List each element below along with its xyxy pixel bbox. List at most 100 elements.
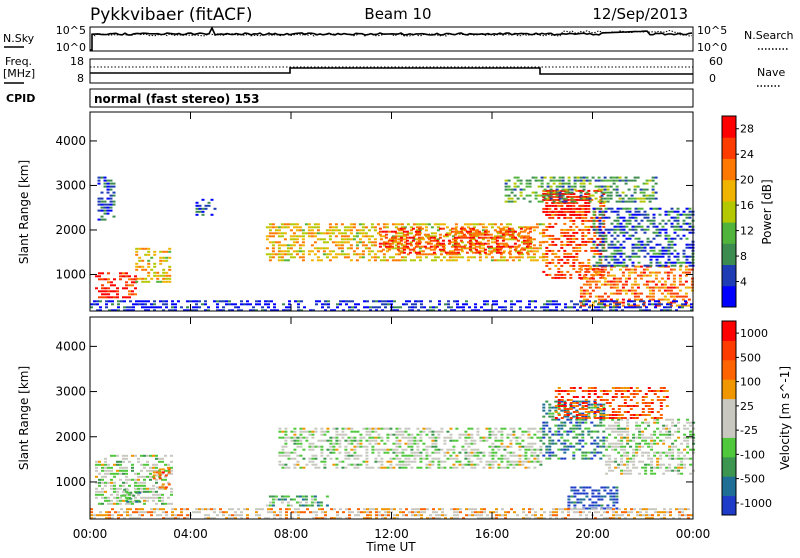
echo-cell	[419, 259, 422, 261]
echo-cell	[659, 250, 662, 252]
echo-cell	[551, 455, 554, 457]
echo-cell	[683, 211, 686, 213]
echo-cell	[541, 186, 544, 188]
echo-cell	[647, 253, 650, 255]
echo-cell	[603, 487, 606, 489]
echo-cell	[111, 303, 114, 305]
echo-cell	[617, 217, 620, 219]
echo-cell	[632, 437, 635, 439]
echo-cell	[394, 237, 397, 239]
echo-cell	[665, 235, 668, 237]
echo-cell	[342, 300, 345, 302]
echo-cell	[425, 223, 428, 225]
echo-cell	[688, 287, 691, 289]
echo-cell	[615, 417, 618, 419]
echo-cell	[449, 458, 452, 460]
echo-cell	[622, 180, 625, 182]
echo-cell	[326, 229, 329, 231]
colorbar-swatch	[722, 243, 736, 265]
echo-cell	[620, 208, 623, 210]
echo-cell	[619, 281, 622, 283]
echo-cell	[633, 306, 636, 308]
echo-cell	[581, 446, 584, 448]
echo-cell	[125, 284, 128, 286]
echo-cell	[668, 256, 671, 258]
echo-cell	[171, 508, 174, 510]
echo-cell	[616, 195, 619, 197]
echo-cell	[623, 446, 626, 448]
echo-cell	[129, 508, 132, 510]
echo-cell	[613, 275, 616, 277]
echo-cell	[336, 306, 339, 308]
echo-cell	[622, 302, 625, 304]
echo-cell	[332, 226, 335, 228]
echo-cell	[383, 467, 386, 469]
colorbar-tick-label: 20	[740, 174, 754, 187]
echo-cell	[578, 217, 581, 219]
echo-cell	[518, 443, 521, 445]
echo-cell	[140, 464, 143, 466]
echo-cell	[101, 284, 104, 286]
echo-cell	[581, 241, 584, 243]
echo-cell	[461, 446, 464, 448]
echo-cell	[596, 443, 599, 445]
echo-cell	[586, 198, 589, 200]
echo-cell	[526, 243, 529, 245]
echo-cell	[454, 228, 457, 230]
echo-cell	[594, 417, 597, 419]
echo-cell	[431, 443, 434, 445]
echo-cell	[630, 393, 633, 395]
echo-cell	[665, 434, 668, 436]
echo-cell	[514, 231, 517, 233]
echo-cell	[338, 229, 341, 231]
echo-cell	[469, 243, 472, 245]
echo-cell	[562, 189, 565, 191]
echo-cell	[141, 300, 144, 302]
echo-cell	[243, 303, 246, 305]
echo-cell	[464, 437, 467, 439]
echo-cell	[296, 238, 299, 240]
echo-cell	[408, 300, 411, 302]
echo-cell	[269, 505, 272, 507]
echo-cell	[353, 431, 356, 433]
echo-cell	[140, 482, 143, 484]
echo-cell	[513, 303, 516, 305]
echo-cell	[662, 473, 665, 475]
echo-cell	[431, 464, 434, 466]
echo-cell	[689, 223, 692, 225]
echo-cell	[572, 452, 575, 454]
echo-cell	[470, 467, 473, 469]
echo-cell	[559, 198, 562, 200]
echo-cell	[503, 446, 506, 448]
echo-cell	[439, 228, 442, 230]
echo-cell	[305, 496, 308, 498]
echo-cell	[541, 195, 544, 197]
echo-cell	[632, 265, 635, 267]
echo-cell	[165, 300, 168, 302]
power-colorbar-label: Power [dB]	[760, 179, 774, 244]
echo-cell	[518, 455, 521, 457]
echo-cell	[290, 437, 293, 439]
echo-cell	[255, 300, 258, 302]
echo-cell	[609, 414, 612, 416]
echo-cell	[296, 235, 299, 237]
echo-cell	[344, 446, 347, 448]
echo-cell	[164, 455, 167, 457]
echo-cell	[116, 470, 119, 472]
echo-cell	[686, 256, 689, 258]
echo-cell	[386, 440, 389, 442]
echo-cell	[652, 192, 655, 194]
echo-cell	[113, 503, 116, 505]
echo-cell	[159, 260, 162, 262]
echo-cell	[548, 410, 551, 412]
echo-cell	[472, 234, 475, 236]
echo-cell	[623, 452, 626, 454]
echo-cell	[266, 235, 269, 237]
echo-cell	[632, 244, 635, 246]
echo-cell	[605, 440, 608, 442]
echo-cell	[415, 243, 418, 245]
echo-cell	[122, 467, 125, 469]
echo-cell	[107, 464, 110, 466]
echo-cell	[400, 228, 403, 230]
echo-cell	[686, 223, 689, 225]
